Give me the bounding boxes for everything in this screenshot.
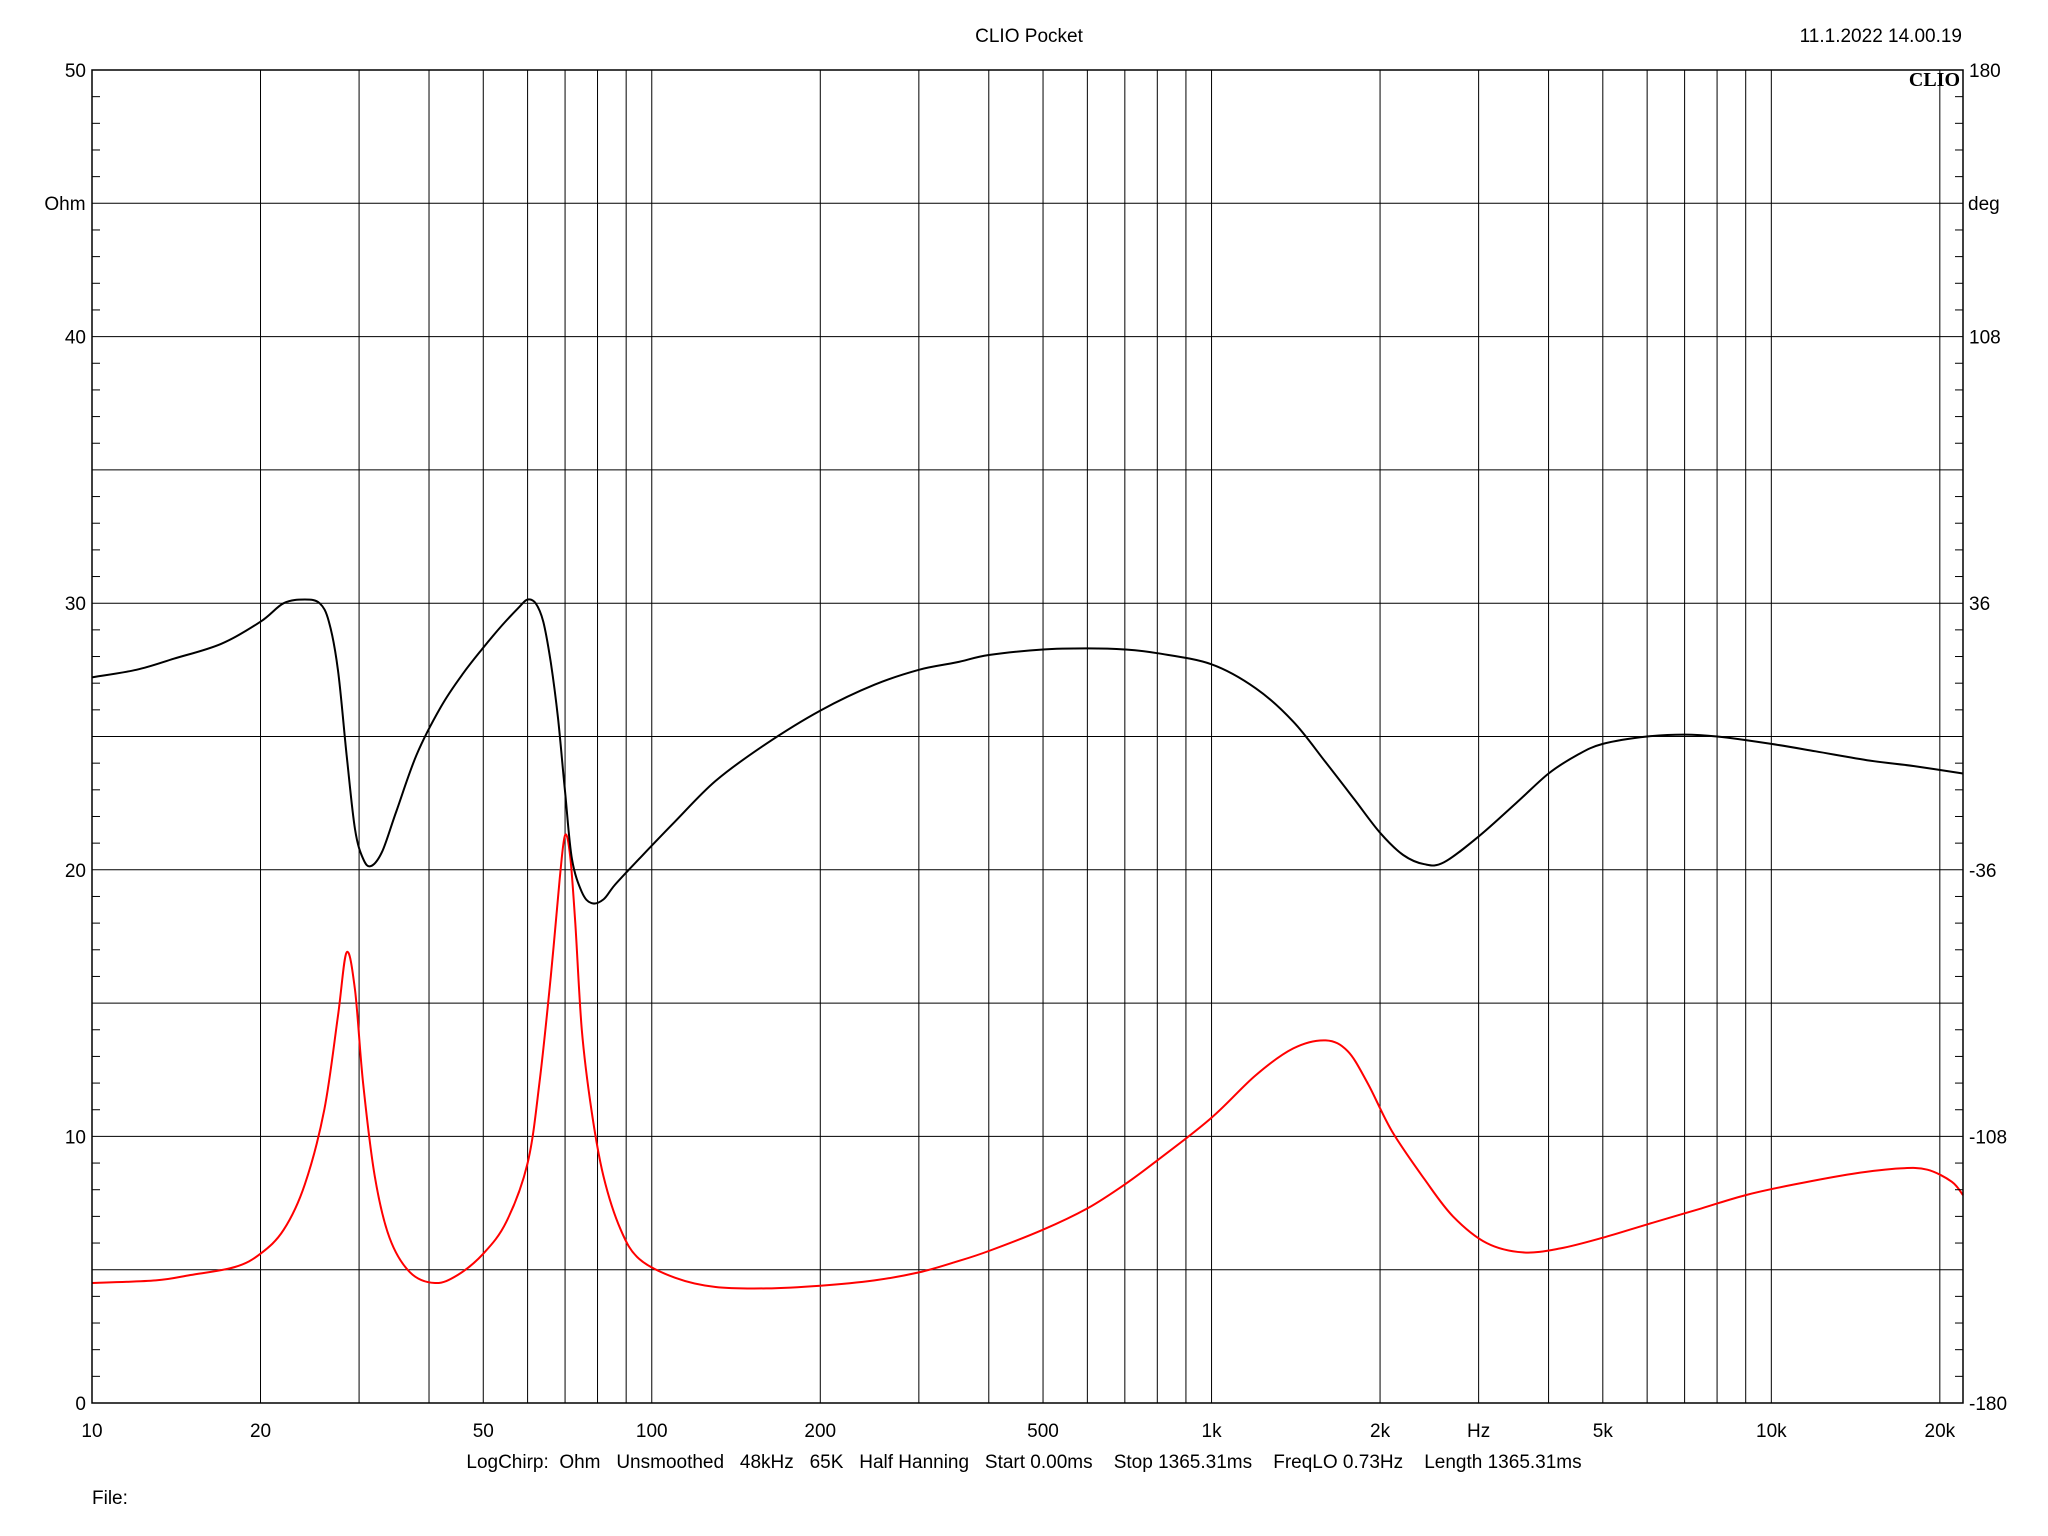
x-tick-label: 1k [1202,1421,1223,1442]
axis-ticks: 0 10 20 30 40 50 -180 -108 -36 36 108 180 10 20 50 100 2… [65,61,2007,1442]
y-right-tick-label: -36 [1969,861,1996,882]
y-right-tick-label: 180 [1969,61,2001,82]
grid [92,70,1963,1403]
y-right-unit-label: deg [1968,194,2000,215]
x-tick-label: 10k [1756,1421,1787,1442]
y-right-tick-label: 108 [1969,328,2001,349]
y-left-tick-label: 10 [65,1127,86,1148]
x-tick-label: 50 [473,1421,494,1442]
x-tick-label: 100 [636,1421,668,1442]
measurement-info: LogChirp: Ohm Unsmoothed 48kHz 65K Half … [466,1452,1582,1473]
plot-curves [91,598,1964,1290]
x-tick-label: 500 [1027,1421,1059,1442]
x-tick-label: 5k [1593,1421,1614,1442]
x-tick-label: 20 [250,1421,271,1442]
clio-logo: CLIO [1909,69,1960,91]
x-tick-label: 20k [1925,1421,1956,1442]
y-left-tick-label: 20 [65,861,86,882]
timestamp: 11.1.2022 14.00.19 [1800,26,1962,47]
file-label: File: [92,1488,128,1509]
y-left-tick-label: 40 [65,328,86,349]
y-right-tick-label: -108 [1969,1127,2007,1148]
phase-curve [91,598,1964,905]
y-left-tick-label: 30 [65,594,86,615]
x-tick-label: 2k [1370,1421,1391,1442]
plot-frame [91,69,1964,1404]
impedance-curve [91,833,1964,1290]
y-left-unit-label: Ohm [44,194,85,215]
x-tick-label: 10 [81,1421,102,1442]
x-unit-label: Hz [1467,1421,1490,1442]
y-right-tick-label: 36 [1969,594,1990,615]
x-tick-label: 200 [804,1421,836,1442]
y-right-tick-label: -180 [1969,1394,2007,1415]
y-left-tick-label: 50 [65,61,86,82]
y-left-tick-label: 0 [75,1394,86,1415]
chart-title: CLIO Pocket [975,26,1083,47]
